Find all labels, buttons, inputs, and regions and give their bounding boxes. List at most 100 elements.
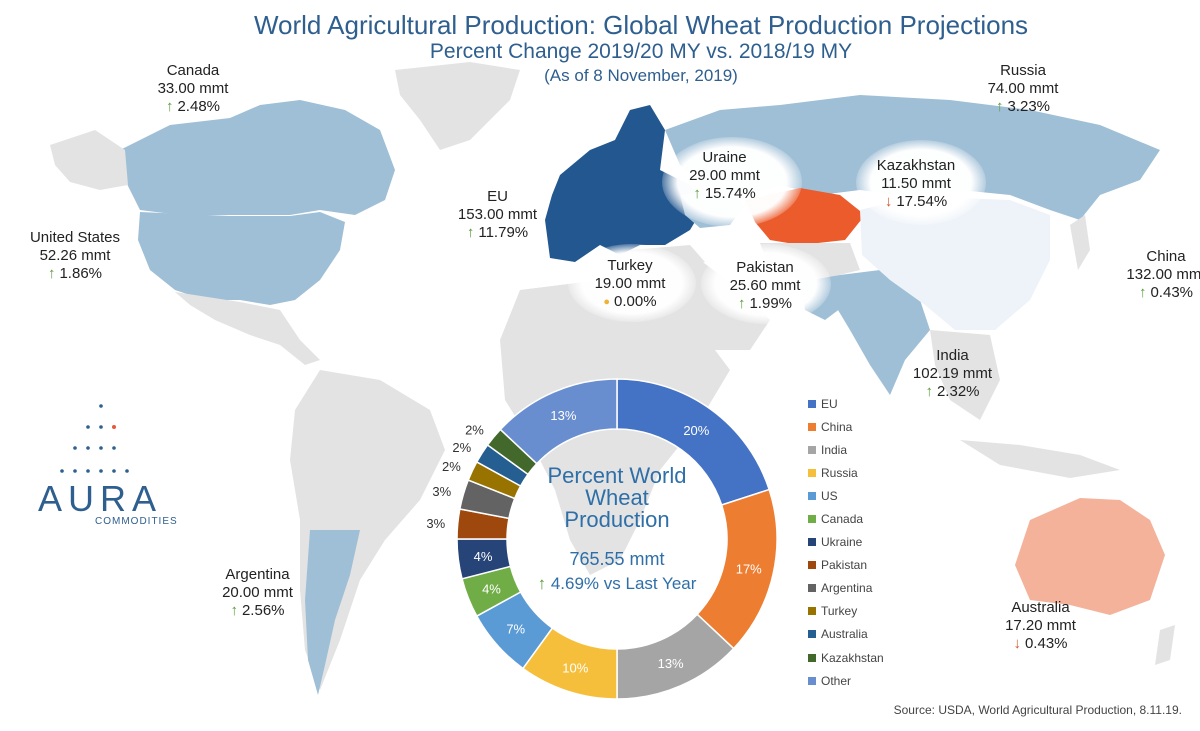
donut-legend: EU China India Russia US Canada Ukraine Pakista… [808, 392, 884, 692]
country-label-australia: Australia 17.20 mmt ↓ 0.43% [993, 599, 1088, 653]
country-change: ↑ 1.99% [720, 295, 810, 313]
change-value: 0.00% [614, 293, 657, 310]
turkey-label-glow [568, 244, 696, 322]
country-name: United States [29, 229, 121, 246]
country-label-kazakhstan: Kazakhstan 11.50 mmt ↓ 17.54% [866, 157, 966, 211]
donut-slice-label: 10% [562, 660, 588, 675]
legend-swatch [808, 468, 816, 477]
country-production: 11.50 mmt [881, 175, 951, 192]
up-arrow-icon: ↑ [47, 265, 56, 282]
new-zealand-shape [1155, 625, 1175, 665]
country-change: ↑ 15.74% [677, 185, 772, 203]
legend-label: Australia [821, 627, 868, 642]
donut-slice-label: 7% [506, 621, 525, 636]
country-label-eu: EU 153.00 mmt ↑ 11.79% [455, 188, 540, 242]
donut-center-change: ↑ 4.69% vs Last Year [537, 574, 697, 593]
change-value: 2.32% [936, 383, 980, 400]
country-name: Australia [1011, 599, 1070, 616]
legend-swatch [808, 422, 816, 431]
legend-item: Russia [808, 461, 884, 484]
aura-logo-subtext: COMMODITIES [95, 516, 178, 527]
legend-item: US [808, 484, 884, 507]
change-value: 15.74% [704, 185, 756, 202]
us-shape [138, 212, 345, 305]
legend-swatch [808, 538, 816, 547]
country-change: ↑ 0.43% [1116, 284, 1200, 302]
alaska-shape [50, 130, 128, 190]
country-label-pakistan: Pakistan 25.60 mmt ↑ 1.99% [720, 259, 810, 313]
legend-item: India [808, 438, 884, 461]
donut-slice-label: 3% [426, 516, 445, 531]
up-arrow-icon: ↑ [925, 383, 933, 400]
donut-center-title: Percent World Wheat Production [547, 463, 687, 532]
country-production: 52.26 mmt [39, 247, 111, 264]
legend-label: Canada [821, 512, 864, 527]
legend-item: EU [808, 392, 884, 415]
country-production: 19.00 mmt [594, 275, 666, 292]
ukraine-label-glow [662, 137, 802, 227]
country-production: 74.00 mmt [987, 80, 1059, 97]
legend-swatch [808, 653, 816, 662]
country-name: EU [487, 188, 508, 205]
donut-slice-label: 17% [736, 561, 762, 576]
donut-slice-label: 13% [658, 656, 684, 671]
indonesia-shape [960, 440, 1120, 478]
down-arrow-icon: ↓ [884, 193, 893, 210]
country-production: 29.00 mmt [689, 167, 760, 184]
legend-label: Other [821, 673, 852, 688]
country-change: ↓ 17.54% [866, 193, 966, 211]
country-production: 102.19 mmt [912, 365, 993, 382]
legend-swatch [808, 584, 816, 593]
up-arrow-icon: ↑ [165, 98, 174, 115]
country-label-canada: Canada 33.00 mmt ↑ 2.48% [153, 62, 233, 116]
up-arrow-icon: ↑ [230, 602, 238, 619]
country-name: Russia [1000, 62, 1046, 79]
change-value: 1.86% [59, 265, 103, 282]
up-arrow-icon: ↑ [737, 295, 746, 312]
legend-label: China [821, 419, 853, 434]
country-label-turkey: Turkey 19.00 mmt ● 0.00% [590, 257, 670, 311]
change-value: 2.56% [241, 602, 285, 619]
pakistan-label-glow [701, 244, 831, 324]
legend-swatch [808, 607, 816, 616]
legend-item: Kazakhstan [808, 646, 884, 669]
japan-shape [1070, 215, 1090, 270]
legend-item: Other [808, 669, 884, 692]
greenland-shape [395, 62, 520, 150]
legend-item: China [808, 415, 884, 438]
donut-center: Percent World Wheat Production 765.55 mm… [537, 465, 697, 594]
donut-slice-label: 3% [432, 484, 451, 499]
country-change: ↑ 2.32% [905, 383, 1000, 401]
change-value: 11.79% [478, 224, 529, 241]
donut-slice-label: 13% [550, 408, 576, 423]
up-arrow-icon: ↑ [466, 224, 475, 241]
country-production: 20.00 mmt [222, 584, 293, 601]
legend-item: Argentina [808, 577, 884, 600]
change-value: 1.99% [749, 295, 793, 312]
legend-label: Russia [821, 465, 858, 480]
country-name: India [936, 347, 969, 364]
aura-logo-dots [60, 404, 129, 473]
change-value: 3.23% [1007, 98, 1051, 115]
change-value: 17.54% [896, 193, 948, 210]
country-change: ● 0.00% [590, 293, 670, 311]
legend-item: Pakistan [808, 554, 884, 577]
chart-title: World Agricultural Production: Global Wh… [253, 10, 1029, 40]
donut-slice-label: 2% [442, 459, 461, 474]
up-arrow-icon: ↑ [995, 98, 1004, 115]
legend-swatch [808, 676, 816, 685]
date-note: (As of 8 November, 2019) [544, 66, 738, 85]
country-production: 33.00 mmt [157, 80, 229, 97]
australia-shape [1015, 498, 1165, 615]
country-label-china: China 132.00 mmt ↑ 0.43% [1116, 248, 1200, 302]
legend-swatch [808, 399, 816, 408]
change-value: 0.43% [1150, 284, 1194, 301]
up-arrow-icon: ↑ [1138, 284, 1147, 301]
chart-subtitle: Percent Change 2019/20 MY vs. 2018/19 MY [429, 40, 853, 63]
country-change: ↑ 11.79% [455, 224, 540, 242]
country-label-ukraine: Uraine 29.00 mmt ↑ 15.74% [677, 149, 772, 203]
donut-slice-label: 4% [482, 582, 501, 597]
canada-shape [120, 100, 395, 215]
legend-item: Canada [808, 507, 884, 530]
